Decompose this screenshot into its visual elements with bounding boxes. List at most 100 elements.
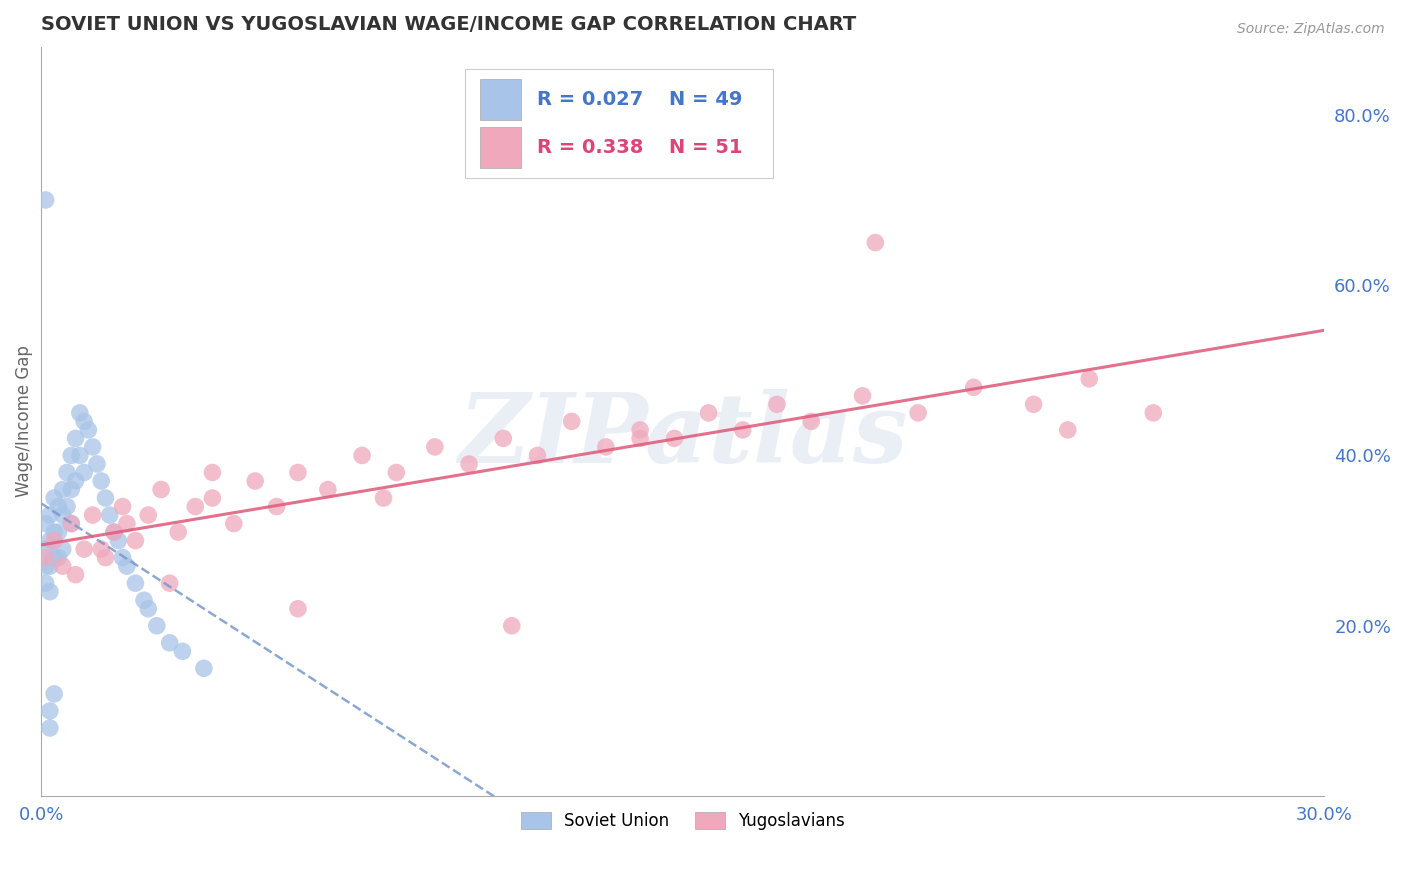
Point: [65, 431, 87, 445]
Point: [124, 576, 146, 591]
Point: [52, 483, 75, 497]
Point: [38, 704, 60, 718]
Point: [287, 601, 309, 615]
Point: [38, 533, 60, 548]
Point: [44, 550, 66, 565]
Point: [352, 449, 374, 463]
Point: [60, 449, 83, 463]
Point: [595, 440, 617, 454]
Point: [766, 397, 789, 411]
Point: [44, 525, 66, 540]
Point: [1022, 397, 1045, 411]
Point: [111, 550, 134, 565]
Text: Source: ZipAtlas.com: Source: ZipAtlas.com: [1237, 22, 1385, 37]
Point: [82, 508, 104, 522]
Point: [150, 483, 173, 497]
Point: [184, 500, 207, 514]
Point: [664, 431, 686, 445]
Point: [38, 508, 60, 522]
Point: [201, 491, 224, 505]
Point: [52, 542, 75, 557]
Point: [65, 474, 87, 488]
Point: [501, 619, 523, 633]
FancyBboxPatch shape: [465, 70, 773, 178]
Point: [69, 449, 91, 463]
Point: [731, 423, 754, 437]
Point: [73, 414, 96, 428]
Point: [851, 389, 873, 403]
Point: [94, 491, 117, 505]
Point: [963, 380, 986, 394]
Point: [115, 559, 138, 574]
Point: [34, 542, 56, 557]
Point: [561, 414, 583, 428]
Point: [38, 584, 60, 599]
Point: [56, 466, 79, 480]
Point: [243, 474, 266, 488]
Point: [44, 533, 66, 548]
Point: [1142, 406, 1164, 420]
Point: [222, 516, 245, 531]
Point: [48, 500, 70, 514]
Point: [1056, 423, 1078, 437]
Point: [56, 500, 79, 514]
Text: N = 51: N = 51: [669, 138, 742, 157]
Point: [73, 542, 96, 557]
Point: [107, 533, 129, 548]
Point: [628, 423, 651, 437]
Text: ZIPatlas: ZIPatlas: [458, 390, 908, 483]
Point: [132, 593, 155, 607]
Point: [34, 193, 56, 207]
Legend: Soviet Union, Yugoslavians: Soviet Union, Yugoslavians: [515, 805, 851, 837]
Point: [167, 525, 190, 540]
Point: [60, 516, 83, 531]
Point: [423, 440, 446, 454]
Point: [373, 491, 395, 505]
Point: [193, 661, 215, 675]
Text: R = 0.338: R = 0.338: [537, 138, 643, 157]
Point: [103, 525, 125, 540]
Point: [159, 636, 181, 650]
Point: [103, 525, 125, 540]
Point: [492, 431, 515, 445]
Point: [287, 466, 309, 480]
Point: [136, 601, 159, 615]
Text: N = 49: N = 49: [669, 89, 742, 109]
Point: [98, 508, 121, 522]
Point: [159, 576, 181, 591]
Point: [52, 559, 75, 574]
Point: [146, 619, 169, 633]
Point: [34, 576, 56, 591]
Point: [52, 508, 75, 522]
Point: [136, 508, 159, 522]
Point: [526, 449, 548, 463]
Point: [60, 516, 83, 531]
Point: [115, 516, 138, 531]
Text: SOVIET UNION VS YUGOSLAVIAN WAGE/INCOME GAP CORRELATION CHART: SOVIET UNION VS YUGOSLAVIAN WAGE/INCOME …: [41, 15, 856, 34]
Point: [266, 500, 288, 514]
Point: [60, 483, 83, 497]
Point: [34, 550, 56, 565]
Point: [44, 491, 66, 505]
Point: [34, 559, 56, 574]
Point: [86, 457, 108, 471]
Point: [628, 431, 651, 445]
Point: [865, 235, 887, 250]
Bar: [479, 78, 522, 120]
Point: [90, 474, 112, 488]
Point: [201, 466, 224, 480]
Point: [907, 406, 929, 420]
Point: [69, 406, 91, 420]
Point: [800, 414, 823, 428]
Point: [94, 550, 117, 565]
Point: [385, 466, 408, 480]
Point: [1078, 372, 1101, 386]
Point: [44, 687, 66, 701]
Point: [48, 525, 70, 540]
Text: R = 0.027: R = 0.027: [537, 89, 643, 109]
Point: [77, 423, 100, 437]
Point: [697, 406, 720, 420]
Y-axis label: Wage/Income Gap: Wage/Income Gap: [15, 345, 32, 498]
Point: [172, 644, 194, 658]
Point: [48, 550, 70, 565]
